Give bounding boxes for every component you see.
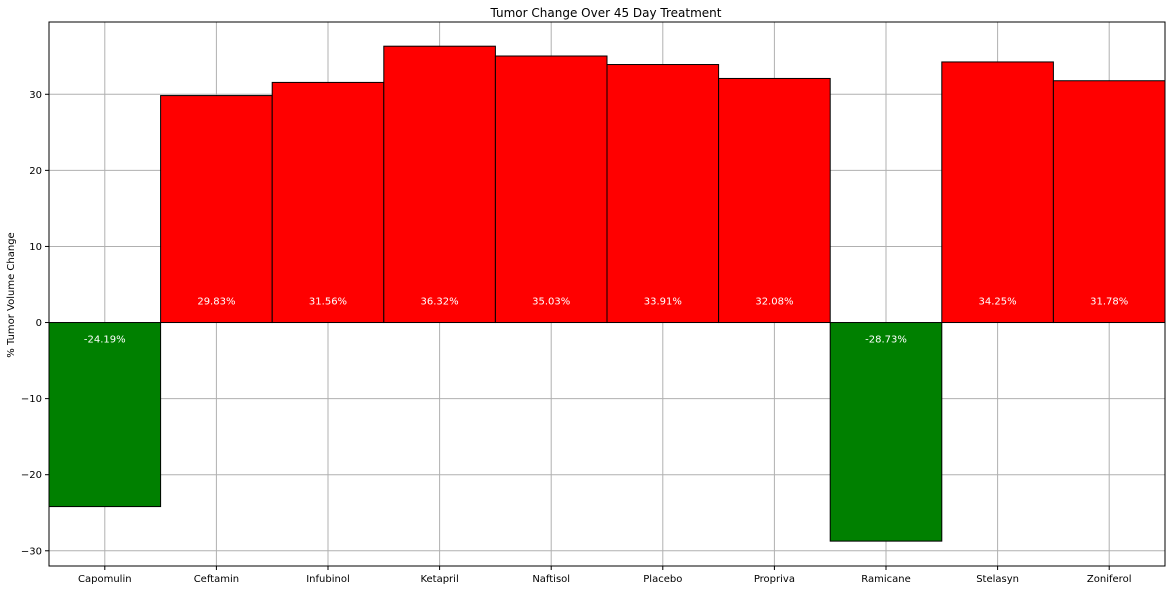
plot-frame (48, 21, 1166, 567)
axes-layer: −30 −20 −10 0 10 20 30 Capomulin Ceftamin Infubin… (21, 21, 1166, 585)
data-labels-layer: -24.19% 29.83% 31.56% 36.32% 35.03% 33.91% 32.… (84, 297, 1128, 346)
bar-propriva (718, 77, 831, 324)
bar-placebo (606, 64, 720, 324)
x-tick-label: Ramicane (861, 574, 911, 585)
bar-zoniferol (1052, 80, 1166, 324)
bar-stelasyn (941, 61, 1054, 324)
bars-layer (48, 45, 1166, 542)
bar-infubinol (271, 81, 385, 324)
bar-ramicane (829, 322, 943, 542)
y-tick-label: −10 (21, 394, 42, 405)
x-tick-label: Infubinol (306, 574, 350, 585)
chart-title: Tumor Change Over 45 Day Treatment (490, 6, 722, 20)
y-tick-label: 30 (29, 90, 42, 101)
x-tick-label: Propriva (754, 574, 795, 585)
x-tick-label: Ceftamin (194, 574, 239, 585)
data-label-stelasyn: 34.25% (979, 297, 1017, 308)
bar-naftisol (494, 55, 608, 324)
data-label-propriva: 32.08% (755, 297, 793, 308)
x-tick-label: Capomulin (78, 574, 132, 585)
bar-ceftamin (160, 95, 273, 324)
data-label-placebo: 33.91% (644, 297, 682, 308)
x-tick-label: Naftisol (532, 574, 570, 585)
x-tick-label: Ketapril (420, 574, 458, 585)
data-label-ketapril: 36.32% (421, 297, 459, 308)
y-tick-label: 20 (29, 166, 42, 177)
data-label-capomulin: -24.19% (84, 335, 126, 346)
y-axis-label: % Tumor Volume Change (6, 232, 17, 357)
y-tick-label: 10 (29, 242, 42, 253)
bar-capomulin (48, 322, 162, 508)
data-label-ramicane: -28.73% (865, 335, 907, 346)
y-tick-label: −20 (21, 470, 42, 481)
y-tick-label: −30 (21, 546, 42, 557)
x-tick-label: Placebo (643, 574, 682, 585)
y-tick-label: 0 (36, 318, 42, 329)
bar-ketapril (383, 45, 496, 324)
data-label-zoniferol: 31.78% (1090, 297, 1128, 308)
x-tick-label: Zoniferol (1087, 574, 1132, 585)
data-label-naftisol: 35.03% (532, 297, 570, 308)
data-label-ceftamin: 29.83% (197, 297, 235, 308)
x-tick-label: Stelasyn (976, 574, 1019, 585)
data-label-infubinol: 31.56% (309, 297, 347, 308)
